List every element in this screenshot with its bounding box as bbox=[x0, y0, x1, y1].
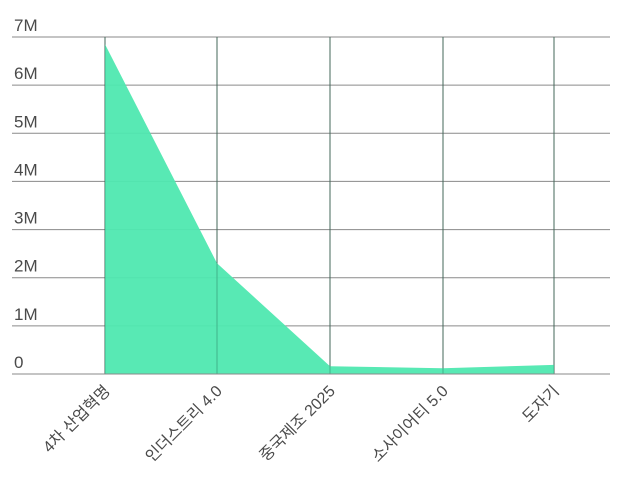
y-tick-label: 2M bbox=[14, 257, 38, 276]
y-tick-label: 1M bbox=[14, 305, 38, 324]
y-tick-label: 0 bbox=[14, 353, 23, 372]
y-tick-label: 5M bbox=[14, 112, 38, 131]
x-tick-label: 소사이어티 5.0 bbox=[368, 382, 452, 466]
x-tick-label: 도자기 bbox=[519, 382, 563, 426]
y-tick-label: 3M bbox=[14, 209, 38, 228]
y-tick-label: 6M bbox=[14, 64, 38, 83]
x-tick-label: 4차 산업혁명 bbox=[40, 382, 114, 456]
x-tick-label: 인더스트리 4.0 bbox=[142, 382, 226, 466]
y-tick-label: 4M bbox=[14, 160, 38, 179]
x-tick-label: 중국제조 2025 bbox=[256, 382, 339, 465]
area-series bbox=[105, 44, 554, 374]
y-tick-label: 7M bbox=[14, 16, 38, 35]
